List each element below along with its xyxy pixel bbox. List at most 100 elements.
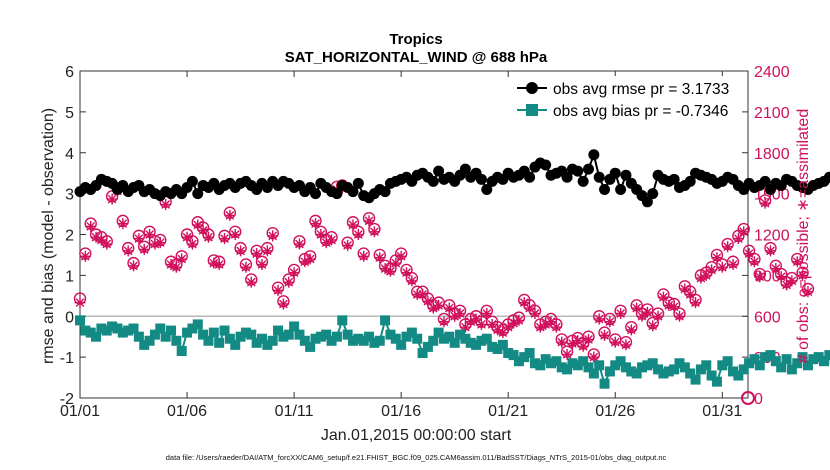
bias-point <box>80 325 91 336</box>
bias-point <box>133 331 144 342</box>
obs-possible-point <box>587 348 601 361</box>
bias-point <box>396 339 407 350</box>
y-tick-label: 2 <box>65 228 74 245</box>
bias-point <box>717 360 728 371</box>
bias-point <box>364 331 375 342</box>
bias-point <box>117 327 128 338</box>
bias-point <box>572 360 583 371</box>
legend-rmse-marker <box>526 82 538 94</box>
bias-point <box>96 323 107 334</box>
obs-assimilated-point <box>748 256 760 268</box>
obs-assimilated-point <box>251 248 263 260</box>
obs-possible-point <box>229 225 242 238</box>
obs-assimilated-point <box>625 324 637 336</box>
x-tick-label: 01/21 <box>488 403 528 420</box>
bias-point <box>182 327 193 338</box>
bias-point <box>401 331 412 342</box>
rmse-point <box>433 165 445 177</box>
bias-point <box>663 366 674 377</box>
obs-assimilated-point <box>283 276 295 288</box>
obs-possible-point <box>100 235 113 248</box>
rmse-point <box>352 177 364 189</box>
obs-assimilated-point <box>79 250 91 262</box>
obs-assimilated-point <box>615 308 627 320</box>
bias-point <box>626 366 637 377</box>
bias-point <box>690 374 701 385</box>
obs-assimilated-point <box>754 271 766 283</box>
legend-bias-label: obs avg bias pr = -0.7346 <box>553 103 728 120</box>
chart-title: Tropics <box>389 31 442 48</box>
obs-assimilated-point <box>261 245 273 257</box>
bias-point <box>369 337 380 348</box>
obs-possible-point <box>293 235 306 248</box>
bias-point <box>267 335 278 346</box>
bias-point <box>144 335 155 346</box>
obs-possible-point <box>598 326 611 339</box>
obs-possible-point <box>651 307 665 320</box>
rmse-point <box>572 165 584 177</box>
obs-assimilated-point <box>240 261 252 273</box>
obs-possible-point <box>207 254 221 267</box>
y2-tick-label: 0 <box>754 391 763 408</box>
obs-possible-point <box>223 206 237 219</box>
bias-point <box>417 348 428 359</box>
footer-note: data file: /Users/raeder/DAI/ATM_forcXX/… <box>166 453 667 462</box>
rmse-point <box>823 171 830 183</box>
obs-possible-point <box>255 255 269 268</box>
obs-possible-point <box>550 318 563 331</box>
obs-assimilated-point <box>368 226 380 238</box>
obs-assimilated-point <box>620 339 632 351</box>
y2-tick-label: 1200 <box>754 228 790 245</box>
obs-possible-point <box>277 295 290 308</box>
bias-point <box>744 358 755 369</box>
bias-point <box>604 366 615 377</box>
obs-assimilated-point <box>85 220 97 232</box>
obs-possible-point <box>614 304 627 317</box>
y2-tick-label: 2100 <box>754 105 790 122</box>
obs-possible-point <box>362 211 376 225</box>
bias-point <box>101 325 112 336</box>
obs-possible-point <box>271 281 285 294</box>
obs-possible-point <box>394 247 408 260</box>
obs-possible-point <box>234 241 247 255</box>
bias-point <box>235 331 246 342</box>
bias-point <box>406 327 417 338</box>
obs-possible-point <box>154 233 167 247</box>
obs-assimilated-point <box>609 336 621 348</box>
bias-point <box>390 333 401 344</box>
rmse-point <box>192 188 204 200</box>
bias-point <box>321 329 332 340</box>
bias-point <box>433 327 444 338</box>
obs-possible-point <box>801 282 815 296</box>
obs-possible-point <box>603 312 617 326</box>
legend-bias-marker <box>526 104 538 116</box>
bias-point <box>299 335 310 346</box>
bias-point <box>588 368 599 379</box>
bias-point <box>802 360 813 371</box>
obs-assimilated-point <box>133 233 145 245</box>
bias-point <box>738 364 749 375</box>
obs-possible-point <box>261 241 274 255</box>
obs-assimilated-point <box>138 243 150 255</box>
rmse-point <box>481 184 493 196</box>
obs-possible-point <box>405 271 419 285</box>
rmse-point <box>615 184 627 196</box>
rmse-point <box>475 173 487 185</box>
bias-point <box>444 331 455 342</box>
bias-point <box>497 339 508 350</box>
bias-point <box>353 333 364 344</box>
chart-subtitle: SAT_HORIZONTAL_WIND @ 688 hPa <box>285 49 548 66</box>
bias-point <box>294 329 305 340</box>
obs-possible-point <box>764 241 777 255</box>
bias-point <box>176 345 187 356</box>
obs-assimilated-point <box>406 275 418 287</box>
obs-assimilated-point <box>759 197 771 209</box>
obs-possible-point <box>245 273 258 286</box>
plot-area: -2-1012345603006009001200150018002100240… <box>60 64 830 420</box>
y2-tick-label: 600 <box>754 309 781 326</box>
obs-possible-point <box>143 225 156 238</box>
obs-possible-point <box>791 252 804 266</box>
bias-point <box>556 362 567 373</box>
obs-assimilated-point <box>550 321 562 333</box>
bias-point <box>711 376 722 387</box>
